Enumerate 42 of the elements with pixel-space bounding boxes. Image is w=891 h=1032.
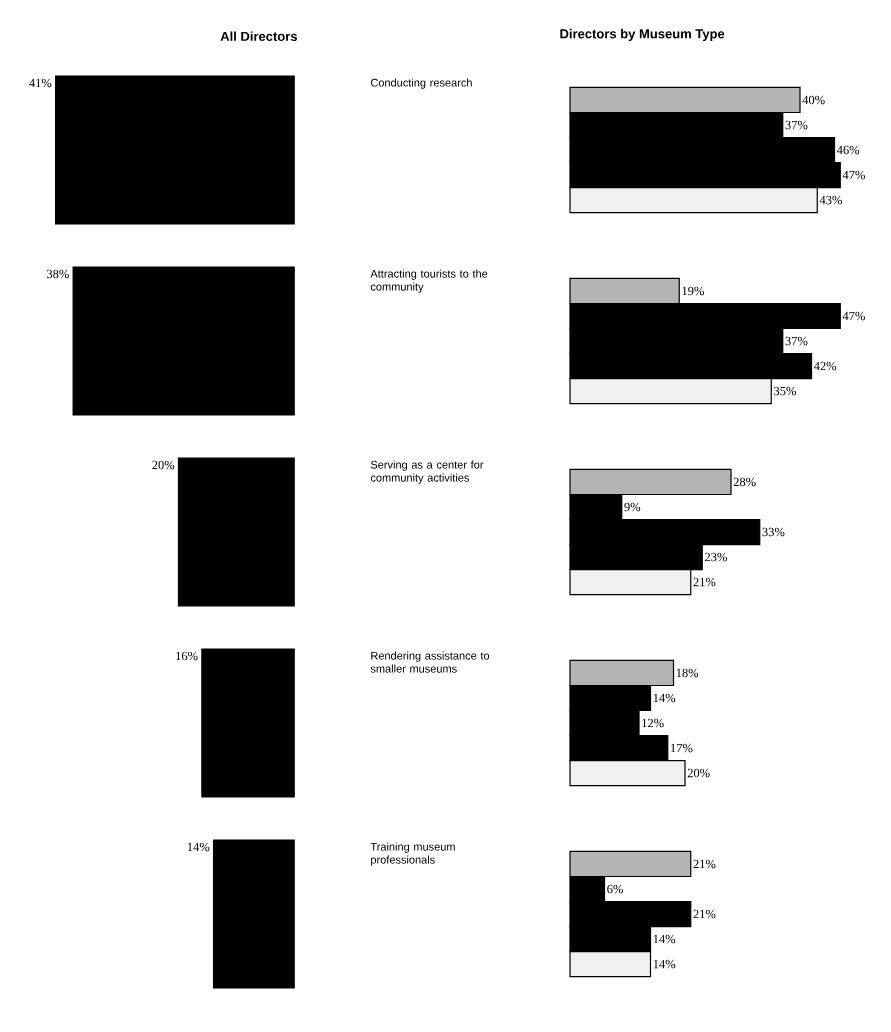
y-tick-label: Rendering assistance to smaller museums [370,651,490,673]
data-label: 37% [785,120,808,130]
data-label: 19% [682,286,704,296]
data-label: 21% [693,577,716,587]
data-label: 28% [733,477,756,487]
data-label: 21% [693,859,716,869]
data-label: 47% [842,170,865,180]
y-tick-label: Attracting tourists to the community [370,269,488,293]
data-label: 40% [802,95,825,105]
data-label: 42% [813,361,837,371]
data-label: 16% [176,651,198,661]
text: All Directors [220,31,297,41]
bar [55,75,295,225]
data-label: 33% [762,527,785,537]
data-label: 18% [676,668,699,678]
y-tick-label: Conducting research [370,78,472,89]
data-label: 38% [47,269,69,279]
bar [201,648,295,798]
bar [72,266,295,416]
data-label: 47% [842,311,865,321]
y-tick-label: Serving as a center for community activities [370,460,484,484]
data-label: 35% [774,386,796,396]
data-label: 43% [819,195,842,205]
bar [177,457,295,607]
data-label: 20% [152,460,175,470]
data-label: 9% [624,502,641,512]
data-label: 14% [653,959,676,969]
data-label: 23% [705,552,727,562]
data-label: 14% [653,693,676,703]
data-label: 20% [687,768,710,778]
data-label: 46% [836,145,860,155]
data-label: 12% [642,718,664,728]
data-label: 14% [187,842,210,852]
data-label: 14% [653,934,676,944]
data-label: 37% [785,336,808,346]
chart-title: Directors by Museum Type [560,28,725,41]
data-label: 6% [607,884,623,894]
y-tick-label: Training museum professionals [370,842,455,866]
data-label: 41% [29,78,52,88]
data-label: 17% [671,743,693,753]
bar [212,839,295,989]
data-label: 21% [693,909,716,919]
